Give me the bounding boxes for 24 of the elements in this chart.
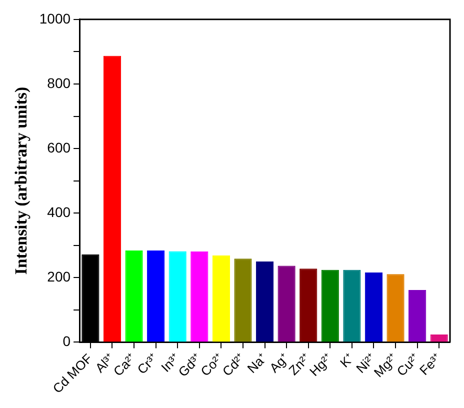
y-tick-label: 200	[47, 268, 71, 285]
x-tick-label: K⁺	[337, 350, 357, 370]
bar	[234, 258, 252, 342]
bar	[278, 266, 296, 342]
bar	[300, 268, 318, 342]
bar	[343, 270, 361, 342]
y-tick-label: 1000	[39, 10, 71, 26]
y-tick-label: 600	[47, 139, 71, 156]
y-tick-label: 800	[47, 74, 71, 91]
bar	[212, 255, 230, 342]
bar	[408, 290, 426, 342]
bar	[386, 274, 404, 342]
bar	[190, 252, 208, 342]
bar	[125, 250, 143, 342]
bar	[103, 56, 122, 342]
x-tick-label: Fe³⁺	[416, 350, 444, 378]
y-tick-label: 400	[47, 204, 71, 220]
bar	[168, 251, 186, 342]
bar	[147, 250, 165, 342]
bar	[430, 334, 448, 342]
y-axis-title: Intensity (arbitrary units)	[12, 86, 31, 275]
y-tick-label: 0	[62, 333, 71, 350]
bar	[364, 272, 383, 342]
bar	[321, 270, 339, 342]
